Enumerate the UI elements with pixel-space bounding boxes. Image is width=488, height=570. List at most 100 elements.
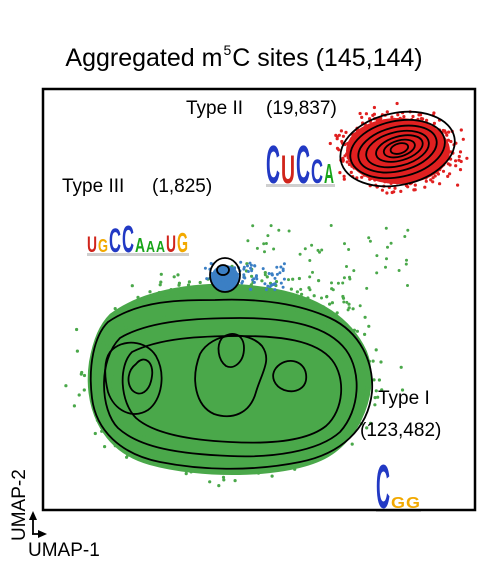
type-i-point: [357, 404, 361, 408]
type-i-point: [101, 352, 105, 356]
type-iii-point: [273, 288, 277, 292]
type-i-point: [299, 287, 303, 291]
type-iii-point: [225, 285, 229, 289]
type-ii-point: [338, 171, 342, 175]
type-ii-point: [342, 174, 346, 178]
type-i-point: [126, 453, 130, 457]
type-ii-point: [341, 158, 345, 162]
type-i-point: [101, 406, 105, 410]
type-i-point: [352, 393, 356, 397]
type-ii-point: [403, 178, 407, 182]
type-i-point: [287, 446, 291, 450]
type-i-point: [312, 302, 316, 306]
type-i-point: [256, 295, 260, 299]
type-i-point: [268, 296, 272, 300]
type-i-point: [270, 474, 274, 478]
type-ii-point: [364, 112, 368, 116]
type-i-point: [365, 384, 369, 388]
type-ii-point: [434, 131, 438, 135]
type-iii-point: [282, 277, 286, 281]
type-i-point: [182, 452, 186, 456]
type-i-point: [349, 422, 353, 426]
type-ii-point: [446, 174, 450, 178]
type-i-point: [246, 285, 250, 289]
type-i-point: [302, 455, 306, 459]
type-ii-point: [431, 176, 435, 180]
type-i-point: [270, 456, 274, 460]
type-iii-point: [264, 288, 268, 292]
type-i-point: [306, 318, 310, 322]
type-i-point: [358, 304, 362, 308]
type-ii-point: [360, 115, 364, 119]
type-i-point: [157, 306, 161, 310]
type-i-point: [375, 271, 379, 275]
type-i-point: [355, 419, 359, 424]
type-i-point: [221, 448, 225, 452]
type-i-point: [374, 389, 378, 393]
type-i-point: [291, 277, 295, 281]
type-i-point: [263, 271, 267, 275]
type-i-point: [146, 447, 150, 451]
type-ii-point: [352, 155, 356, 159]
type-ii-point: [350, 136, 354, 140]
type-i-point: [307, 302, 311, 306]
type-i-point: [250, 274, 254, 278]
type-i-point: [97, 384, 101, 388]
type-ii-point: [429, 178, 433, 182]
type-i-point: [335, 352, 339, 356]
type-i-point: [351, 346, 355, 350]
type-i-point: [124, 351, 128, 355]
type-ii-point: [395, 101, 399, 106]
type-i-point: [189, 294, 193, 298]
type-i-point: [347, 332, 351, 336]
type-iii-point: [233, 267, 236, 271]
type-i-point: [110, 357, 114, 361]
type-ii-point: [454, 164, 458, 168]
type-i-point: [317, 279, 321, 283]
type-i-point: [72, 404, 76, 408]
type-i-point: [349, 395, 353, 399]
type-i-point: [263, 459, 267, 464]
motif-letter: C: [311, 153, 323, 191]
type-i-point: [343, 351, 347, 355]
type-ii-density-contour: [349, 118, 446, 180]
type-i-point: [341, 281, 345, 285]
type-i-point: [344, 342, 348, 346]
type-i-point: [351, 418, 355, 422]
type-i-point: [301, 301, 305, 305]
y-axis-arrowhead: [29, 511, 37, 520]
type-i-point: [213, 292, 217, 296]
type-i-point: [110, 368, 114, 372]
type-i-point: [301, 451, 305, 455]
type-i-point: [294, 300, 298, 304]
type-i-point: [254, 457, 258, 461]
type-i-point: [332, 313, 336, 317]
type-i-point: [352, 381, 356, 385]
type-i-point: [191, 292, 195, 296]
type-i-point: [272, 247, 276, 251]
type-i-point: [179, 443, 183, 447]
type-i-point: [347, 390, 351, 394]
type-i-point: [107, 372, 111, 376]
type-iii-point: [241, 280, 245, 283]
type-i-point: [384, 265, 387, 269]
type-i-point: [164, 439, 168, 444]
type-i-point: [113, 411, 117, 415]
type-ii-point: [402, 115, 406, 119]
type-i-point: [82, 373, 87, 378]
type-i-point: [364, 372, 368, 376]
type-i-point: [342, 380, 346, 384]
type-i-point: [369, 421, 373, 425]
type-ii-point: [448, 163, 452, 167]
type-i-point: [130, 421, 134, 425]
type-iii-name-label: Type III: [62, 176, 124, 197]
type-i-point: [287, 229, 291, 233]
type-i-point: [329, 337, 334, 342]
type-ii-point: [457, 154, 461, 159]
type-i-point: [123, 330, 127, 335]
type-ii-point: [357, 128, 361, 132]
type-i-point: [184, 469, 189, 473]
type-ii-point: [368, 177, 372, 181]
type-i-point: [297, 276, 301, 281]
type-i-point: [233, 452, 237, 456]
